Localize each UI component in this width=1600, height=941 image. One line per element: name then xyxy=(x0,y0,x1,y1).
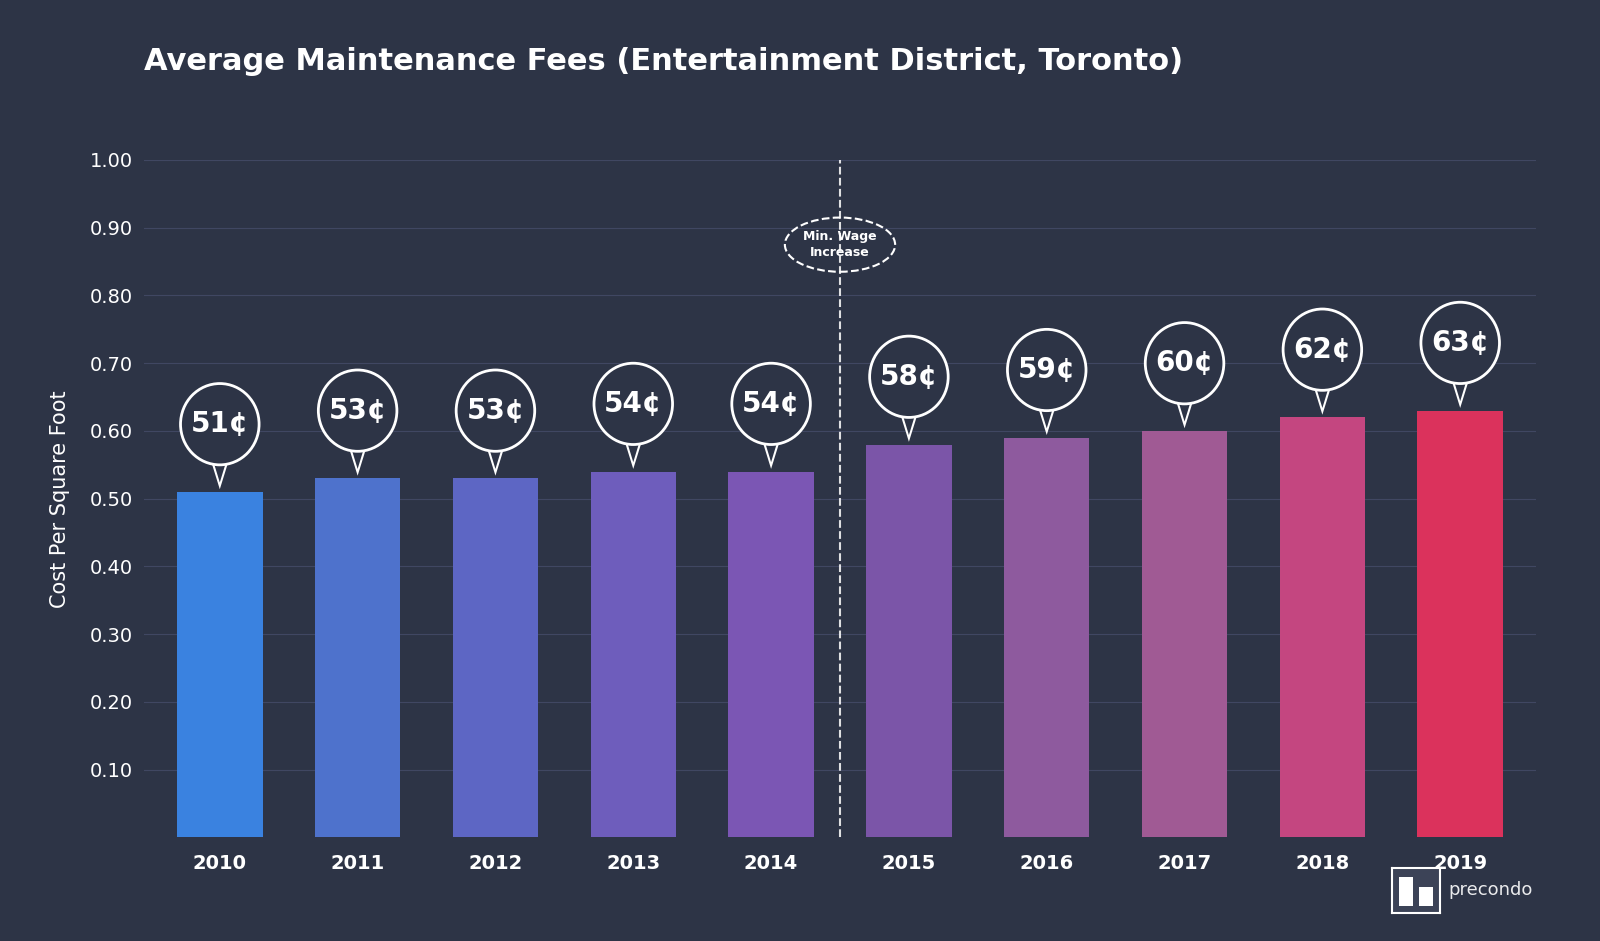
Ellipse shape xyxy=(318,370,397,452)
Polygon shape xyxy=(1453,384,1467,408)
Polygon shape xyxy=(1178,404,1192,428)
Polygon shape xyxy=(763,444,779,469)
Polygon shape xyxy=(490,449,502,469)
Polygon shape xyxy=(213,465,227,489)
Ellipse shape xyxy=(181,384,259,465)
Ellipse shape xyxy=(594,363,672,444)
Ellipse shape xyxy=(870,336,949,418)
Text: 62¢: 62¢ xyxy=(1293,336,1352,363)
Polygon shape xyxy=(901,418,917,442)
Bar xyxy=(178,492,262,837)
Polygon shape xyxy=(1040,408,1053,428)
Bar xyxy=(1142,431,1227,837)
Bar xyxy=(315,478,400,837)
Polygon shape xyxy=(1315,391,1330,415)
Text: 60¢: 60¢ xyxy=(1155,349,1214,377)
Bar xyxy=(866,444,952,837)
Y-axis label: Cost Per Square Foot: Cost Per Square Foot xyxy=(50,390,70,608)
Bar xyxy=(1005,438,1090,837)
Text: precondo: precondo xyxy=(1448,881,1533,900)
Bar xyxy=(1280,418,1365,837)
Ellipse shape xyxy=(1283,309,1362,391)
Text: Average Maintenance Fees (Entertainment District, Toronto): Average Maintenance Fees (Entertainment … xyxy=(144,47,1182,76)
Ellipse shape xyxy=(1421,302,1499,384)
Text: Min. Wage
Increase: Min. Wage Increase xyxy=(803,231,877,259)
Polygon shape xyxy=(626,444,642,469)
Text: 54¢: 54¢ xyxy=(605,390,662,418)
Polygon shape xyxy=(1178,401,1190,422)
Polygon shape xyxy=(488,452,502,476)
Polygon shape xyxy=(352,449,363,469)
Ellipse shape xyxy=(456,370,534,452)
Polygon shape xyxy=(214,462,226,483)
Polygon shape xyxy=(350,452,365,476)
Text: 63¢: 63¢ xyxy=(1430,329,1490,357)
Text: 53¢: 53¢ xyxy=(466,397,525,424)
Polygon shape xyxy=(627,442,640,462)
Polygon shape xyxy=(1454,381,1466,401)
Ellipse shape xyxy=(731,363,810,444)
FancyBboxPatch shape xyxy=(1398,877,1413,906)
Polygon shape xyxy=(902,415,915,435)
Polygon shape xyxy=(765,442,778,462)
Polygon shape xyxy=(1317,388,1328,408)
Bar xyxy=(590,471,675,837)
Ellipse shape xyxy=(1008,329,1086,410)
Bar xyxy=(728,471,814,837)
FancyBboxPatch shape xyxy=(1419,887,1434,906)
Polygon shape xyxy=(1038,410,1054,435)
Text: 54¢: 54¢ xyxy=(742,390,800,418)
Bar xyxy=(453,478,538,837)
Ellipse shape xyxy=(1146,323,1224,404)
Text: 59¢: 59¢ xyxy=(1018,356,1075,384)
Text: 58¢: 58¢ xyxy=(880,363,938,391)
Text: 53¢: 53¢ xyxy=(328,397,387,424)
Text: 51¢: 51¢ xyxy=(190,410,250,439)
Bar xyxy=(1418,410,1502,837)
